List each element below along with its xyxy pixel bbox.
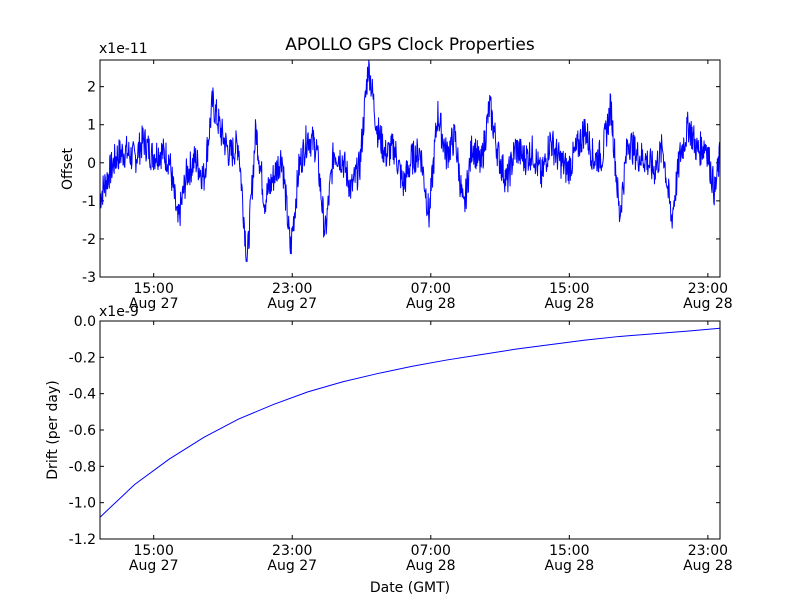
drift-xtick-label-date: Aug 28	[683, 558, 733, 574]
figure-title: APOLLO GPS Clock Properties	[285, 35, 535, 55]
offset-xtick-label-date: Aug 28	[545, 296, 595, 312]
drift-xtick-label-date: Aug 27	[267, 558, 317, 574]
offset-ytick-label: -2	[82, 232, 96, 248]
drift-ytick-label: -1.2	[69, 532, 96, 548]
offset-ylabel: Offset	[60, 147, 76, 190]
offset-plot-frame	[99, 59, 721, 278]
offset-xtick-label-time: 15:00	[549, 281, 589, 297]
offset-ytick-label: -3	[82, 270, 96, 286]
drift-ytick-label: -0.2	[69, 350, 96, 366]
offset-xtick-label-time: 23:00	[688, 281, 728, 297]
offset-xtick-label-date: Aug 27	[267, 296, 317, 312]
offset-xtick-label-date: Aug 27	[129, 296, 179, 312]
drift-plot-frame	[99, 320, 721, 540]
offset-xtick-label-date: Aug 28	[406, 296, 456, 312]
offset-ytick-label: -1	[82, 194, 96, 210]
drift-ytick-label: 0.0	[74, 314, 96, 330]
drift-xtick-label-time: 15:00	[134, 543, 174, 559]
drift-xtick-label-date: Aug 28	[545, 558, 595, 574]
offset-ytick-label: 1	[87, 118, 96, 134]
drift-xtick-label-time: 15:00	[549, 543, 589, 559]
offset-xtick-label-time: 15:00	[134, 281, 174, 297]
drift-multiplier-label: x1e-9	[99, 304, 139, 320]
drift-ytick-label: -0.8	[69, 459, 96, 475]
drift-xlabel: Date (GMT)	[370, 580, 450, 596]
drift-series-line	[99, 327, 721, 518]
offset-xtick-label-time: 23:00	[272, 281, 312, 297]
offset-xtick-label-date: Aug 28	[683, 296, 733, 312]
drift-ylabel: Drift (per day)	[45, 380, 61, 479]
drift-xtick-label-date: Aug 28	[406, 558, 456, 574]
offset-series-line	[99, 59, 721, 263]
drift-ytick-label: -0.6	[69, 423, 96, 439]
drift-xtick-label-time: 07:00	[411, 543, 451, 559]
drift-ytick-label: -1.0	[69, 496, 96, 512]
drift-ytick-label: -0.4	[69, 387, 96, 403]
offset-ytick-label: 0	[87, 156, 96, 172]
offset-ytick-label: 2	[87, 80, 96, 96]
offset-xtick-label-time: 07:00	[411, 281, 451, 297]
drift-xtick-label-time: 23:00	[688, 543, 728, 559]
drift-panel: x1e-9 Drift (per day) -1.2 -1.0 -0.8 -0.6 -0…	[45, 304, 733, 596]
drift-xtick-label-time: 23:00	[272, 543, 312, 559]
offset-multiplier-label: x1e-11	[99, 41, 148, 57]
drift-xtick-label-date: Aug 27	[129, 558, 179, 574]
